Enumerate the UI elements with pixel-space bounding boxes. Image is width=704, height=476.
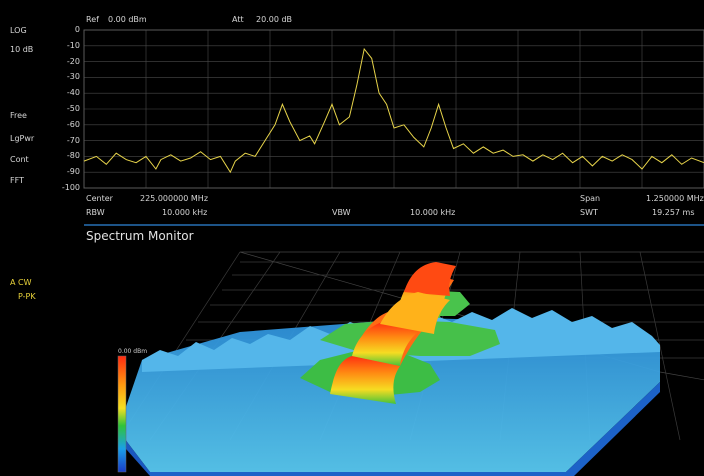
att-value[interactable]: 20.00 dB [256,15,293,24]
trace-label[interactable]: A CW [10,278,32,287]
detector-mode[interactable]: LgPwr [10,134,35,143]
rbw-value[interactable]: 10.000 kHz [162,208,208,217]
color-bar-label: 0.00 dBm [118,348,147,355]
ref-label: Ref [86,15,99,24]
spectrum-monitor-title: Spectrum Monitor [86,229,194,243]
y-tick-label: -30 [66,72,80,82]
span-value[interactable]: 1.250000 MHz [646,194,704,203]
trace-layer [83,47,704,174]
y-tick-label: -50 [66,104,80,113]
rbw-label: RBW [86,208,105,217]
detector-label[interactable]: P-PK [18,292,36,301]
center-label: Center [86,194,113,203]
vbw-value[interactable]: 10.000 kHz [410,208,456,217]
center-value[interactable]: 225.000000 MHz [140,194,209,203]
scale-type[interactable]: LOG [10,26,27,35]
color-bar [117,355,127,473]
analysis-mode[interactable]: FFT [10,176,24,185]
ref-value[interactable]: 0.00 dBm [108,15,147,24]
vbw-label: VBW [332,208,351,217]
trigger-mode[interactable]: Free [10,111,27,120]
sweep-mode[interactable]: Cont [10,155,29,164]
spectrum-grid [84,29,704,189]
scale-division[interactable]: 10 dB [10,45,34,54]
y-tick-label: -20 [66,56,80,66]
peak-ridge-layer [330,262,456,404]
y-tick-label: -40 [66,88,80,98]
y-tick-label: 0 [74,25,80,34]
swt-label: SWT [580,208,598,217]
y-tick-label: -70 [66,135,80,145]
y-tick-label: -10 [66,40,80,50]
y-tick-label: -100 [61,183,80,192]
att-label: Att [232,15,244,24]
y-tick-label: -80 [66,151,80,161]
swt-value[interactable]: 19.257 ms [652,208,695,217]
y-tick-label: -90 [66,167,80,177]
span-label: Span [580,194,601,203]
spectrum-trace [83,47,704,174]
y-tick-label: -60 [66,119,80,129]
spectrum-frame [83,29,704,189]
